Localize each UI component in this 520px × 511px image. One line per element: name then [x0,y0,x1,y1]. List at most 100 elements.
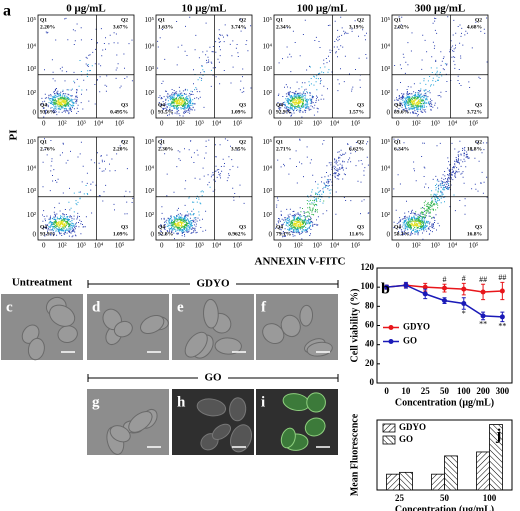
y-tick-label: 10⁴ [381,165,391,173]
event-dots [406,191,439,230]
point [442,298,447,304]
cell [184,331,208,358]
plot-frame [273,136,371,241]
point [461,300,467,306]
quadrant-name: Q3 [239,224,246,230]
x-tick-label: 10³ [313,242,322,250]
y-tick-label: 10² [381,89,390,97]
y-tick-label: 10⁴ [263,43,273,51]
x-tick-label: 10⁵ [115,242,125,250]
y-tick-label: 10² [27,211,36,219]
bar [386,473,400,491]
quadrant-name: Q1 [40,17,47,23]
x-tick-label: 0 [396,242,400,250]
axis-label: Concentration (μg/mL) [395,397,494,408]
quadrant-name: Q4 [276,102,283,108]
y-tick-label: 10⁴ [381,43,391,51]
micrograph: g [87,389,169,455]
quadrant-name: Q2 [239,17,246,23]
cell [109,425,131,443]
event-dots [284,66,330,111]
x-tick-label: 10² [293,242,302,250]
x-tick-label: 10⁴ [94,242,104,250]
quadrant-value: 0.495% [110,109,128,115]
x-tick-label: 10⁵ [233,120,243,128]
event-dots [174,98,185,106]
y-tick-label: 10² [27,89,36,97]
event-dots [171,96,189,108]
event-dots [410,98,421,106]
legend-label: GDYO [399,422,426,432]
x-tick-label: 10⁴ [212,242,222,250]
cell [128,411,153,433]
x-tick-label: 0 [278,120,282,128]
event-dots [275,138,370,240]
quadrant-name: Q4 [40,102,47,108]
plot-frame [155,136,253,241]
group-header: GO [204,372,222,384]
x-tick-label: 10⁴ [448,242,458,250]
quadrant-name: Q3 [121,102,128,108]
micrograph: c [1,294,83,361]
quadrant-value: 1.09% [113,231,128,237]
quadrant-value: 2.30% [158,146,173,152]
y-tick-label: 10² [145,89,154,97]
x-tick-label: 10⁵ [469,120,479,128]
x-tick-label: 10⁴ [330,120,340,128]
axis-label: PI [8,130,20,141]
legend-label: GO [403,336,417,346]
cell [230,424,253,453]
cell [203,298,219,329]
plot-frame [391,136,489,241]
event-dots [174,220,185,227]
event-dots [52,218,71,230]
quadrant-name: Q1 [40,139,47,145]
point [480,289,486,295]
x-tick-label: 10⁵ [115,120,125,128]
event-dots [277,16,368,118]
y-tick-label: 10³ [263,65,272,73]
point [461,286,467,292]
panel-label: a [3,3,11,20]
cell [113,320,133,338]
event-dots [56,99,67,106]
legend-label: GO [399,434,413,444]
group-header: Untreatment [12,277,73,289]
quadrant-name: Q1 [394,139,401,145]
quadrant-name: Q2 [357,17,364,23]
point [403,282,409,288]
micrograph: e [172,294,254,360]
axis-label: Concentration (μg/mL) [395,504,494,511]
y-tick-label: 10³ [263,187,272,195]
quadrant-name: Q3 [475,102,482,108]
plot-frame [37,14,135,119]
x-tick-label: 100 [483,493,497,503]
cell [304,417,326,437]
quadrant-name: Q1 [276,139,283,145]
quadrant-name: Q4 [158,224,165,230]
y-tick-label: 20 [365,358,375,368]
x-tick-label: 0 [396,120,400,128]
bar [444,455,458,491]
axis-label: ANNEXIN V-FITC [255,256,346,268]
event-dots [292,98,304,105]
x-tick-label: 10⁴ [94,120,104,128]
quadrant-value: 11.6% [349,231,364,237]
y-tick-label: 10⁴ [263,165,273,173]
x-tick-label: 0 [42,242,46,250]
y-tick-label: 10⁴ [27,43,37,51]
quadrant-value: 3.67% [113,24,128,30]
micrograph: f [256,294,338,360]
cell [280,427,296,449]
y-tick-label: 0 [370,377,375,387]
quadrant-name: Q4 [158,102,165,108]
quadrant-value: 2.34% [276,24,291,30]
axis-label: Cell viability (%) [349,289,360,363]
y-tick-label: 0 [269,230,273,238]
x-tick-label: 0 [42,120,46,128]
quadrant-name: Q2 [239,139,246,145]
x-tick-label: 0 [384,386,389,396]
quadrant-name: Q2 [357,139,364,145]
